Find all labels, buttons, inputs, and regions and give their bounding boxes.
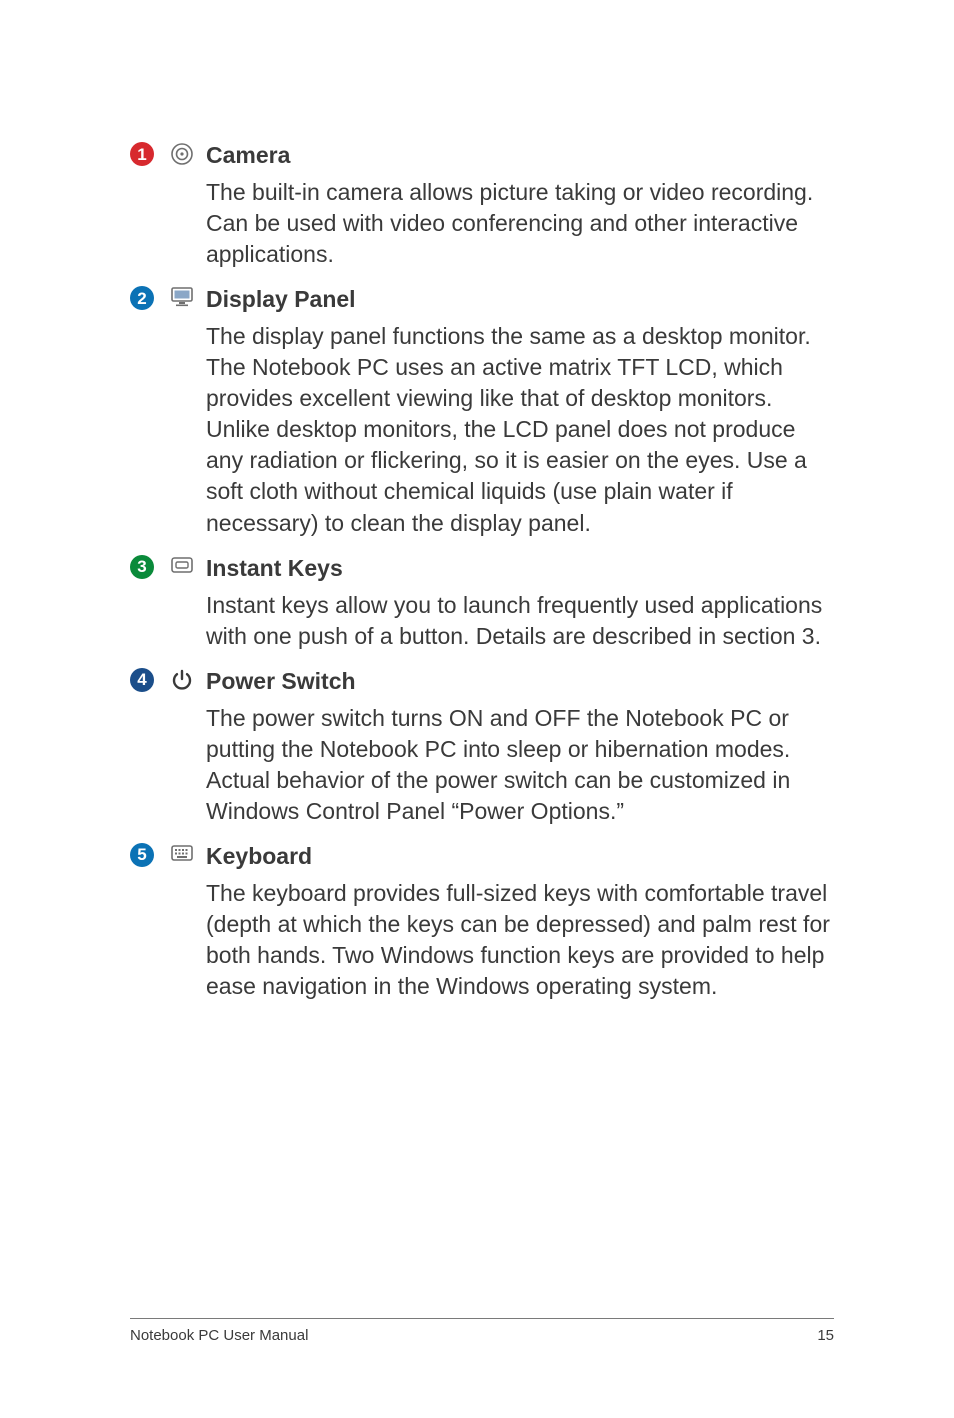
num-col: 4 (130, 666, 170, 692)
text-col: Instant Keys Instant keys allow you to l… (206, 553, 834, 652)
footer-page-number: 15 (817, 1327, 834, 1344)
footer: Notebook PC User Manual 15 (130, 1318, 834, 1344)
feature-item: 3 Instant Keys Instant keys allow you to… (130, 553, 834, 652)
display-icon (170, 286, 194, 308)
icon-col (170, 841, 206, 863)
text-col: Display Panel The display panel function… (206, 284, 834, 538)
feature-body: The display panel functions the same as … (206, 321, 834, 538)
num-col: 2 (130, 284, 170, 310)
icon-col (170, 553, 206, 575)
num-col: 5 (130, 841, 170, 867)
power-icon (170, 668, 194, 692)
feature-body: The keyboard provides full-sized keys wi… (206, 878, 834, 1002)
num-col: 1 (130, 140, 170, 166)
badge-4: 4 (130, 668, 154, 692)
text-col: Keyboard The keyboard provides full-size… (206, 841, 834, 1002)
num-col: 3 (130, 553, 170, 579)
feature-item: 2 Display Panel The display panel functi… (130, 284, 834, 538)
feature-item: 5 Keyboard The keyboard provides full-si… (130, 841, 834, 1002)
icon-col (170, 666, 206, 692)
feature-title: Display Panel (206, 284, 834, 315)
feature-title: Keyboard (206, 841, 834, 872)
feature-title: Instant Keys (206, 553, 834, 584)
text-col: Power Switch The power switch turns ON a… (206, 666, 834, 827)
feature-body: The built-in camera allows picture takin… (206, 177, 834, 270)
footer-left: Notebook PC User Manual (130, 1327, 308, 1344)
keyboard-icon (170, 843, 194, 863)
page: 1 Camera The built-in camera allows pict… (0, 0, 954, 1418)
badge-5: 5 (130, 843, 154, 867)
icon-col (170, 140, 206, 166)
badge-1: 1 (130, 142, 154, 166)
feature-body: The power switch turns ON and OFF the No… (206, 703, 834, 827)
badge-2: 2 (130, 286, 154, 310)
camera-icon (170, 142, 194, 166)
feature-body: Instant keys allow you to launch frequen… (206, 590, 834, 652)
text-col: Camera The built-in camera allows pictur… (206, 140, 834, 270)
feature-title: Power Switch (206, 666, 834, 697)
feature-title: Camera (206, 140, 834, 171)
badge-3: 3 (130, 555, 154, 579)
icon-col (170, 284, 206, 308)
feature-item: 1 Camera The built-in camera allows pict… (130, 140, 834, 270)
instant-keys-icon (170, 555, 194, 575)
feature-item: 4 Power Switch The power switch turns ON… (130, 666, 834, 827)
